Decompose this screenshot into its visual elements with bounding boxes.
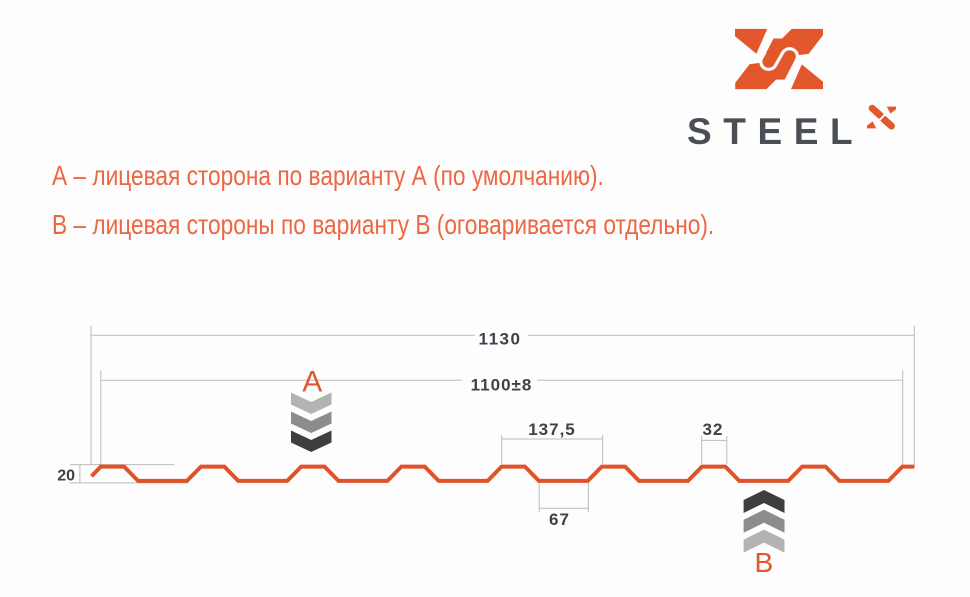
svg-text:67: 67 xyxy=(549,510,570,529)
svg-text:20: 20 xyxy=(57,468,75,485)
svg-text:1130: 1130 xyxy=(479,329,522,348)
svg-text:1100±8: 1100±8 xyxy=(471,375,533,394)
svg-text:А: А xyxy=(302,366,322,399)
svg-text:В: В xyxy=(754,547,773,578)
svg-text:32: 32 xyxy=(703,420,724,439)
svg-text:137,5: 137,5 xyxy=(528,420,576,439)
